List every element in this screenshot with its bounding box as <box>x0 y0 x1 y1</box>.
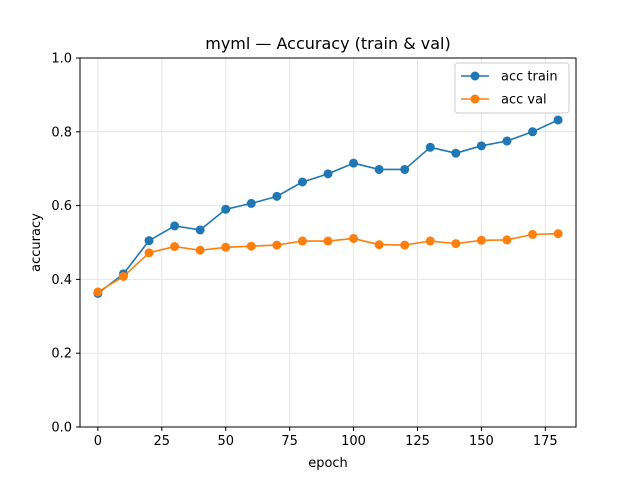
y-axis-label: accuracy <box>29 213 44 272</box>
axes-ticks: 0 25 50 75 100 125 150 175 0.0 0.2 0.4 0.6 0.8 1.0 <box>51 52 557 450</box>
data-point <box>374 164 384 174</box>
series-acc-train <box>93 115 563 298</box>
data-point <box>451 148 461 158</box>
data-point <box>528 127 538 137</box>
legend-label: acc train <box>501 70 558 85</box>
data-point <box>502 136 512 146</box>
data-point <box>323 236 333 246</box>
data-point <box>323 169 333 179</box>
data-point <box>451 239 461 249</box>
y-tick-label: 0.0 <box>51 421 72 436</box>
data-point <box>297 177 307 187</box>
data-point <box>170 242 180 252</box>
y-tick-label: 0.4 <box>51 273 72 288</box>
x-tick-label: 75 <box>281 434 298 449</box>
data-point <box>93 287 103 297</box>
data-point <box>400 164 410 174</box>
legend-label: acc val <box>501 93 547 108</box>
data-point <box>374 240 384 250</box>
x-tick-label: 50 <box>217 434 234 449</box>
legend-item: acc val <box>461 93 547 108</box>
y-tick-label: 0.6 <box>51 199 72 214</box>
data-point <box>246 198 256 208</box>
data-point <box>195 245 205 255</box>
data-point <box>553 229 563 239</box>
data-point <box>221 242 231 252</box>
x-tick-label: 175 <box>533 434 558 449</box>
data-point <box>144 236 154 246</box>
data-point <box>221 204 231 214</box>
data-point <box>349 158 359 168</box>
series-layer <box>93 115 563 298</box>
data-point <box>144 248 154 258</box>
plot-frame <box>79 57 577 428</box>
y-tick-label: 1.0 <box>51 52 72 67</box>
data-point <box>528 229 538 239</box>
x-tick-label: 100 <box>341 434 366 449</box>
data-point <box>170 221 180 231</box>
x-tick-label: 0 <box>94 434 102 449</box>
data-point <box>349 233 359 243</box>
data-point <box>476 235 486 245</box>
series-acc-val <box>93 229 563 297</box>
y-tick-label: 0.8 <box>51 125 72 140</box>
chart-title: myml — Accuracy (train & val) <box>205 34 450 53</box>
legend: acc train acc val <box>454 62 570 114</box>
data-point <box>246 241 256 251</box>
data-point <box>272 240 282 250</box>
x-tick-label: 25 <box>154 434 171 449</box>
x-tick-label: 150 <box>469 434 494 449</box>
legend-marker <box>470 94 480 104</box>
data-point <box>425 236 435 246</box>
y-tick-label: 0.2 <box>51 347 72 362</box>
legend-marker <box>470 71 480 81</box>
data-point <box>553 115 563 125</box>
data-point <box>272 191 282 201</box>
legend-item: acc train <box>461 70 558 85</box>
data-point <box>400 240 410 250</box>
data-point <box>297 236 307 246</box>
x-axis-label: epoch <box>308 456 348 471</box>
data-point <box>425 142 435 152</box>
x-tick-label: 125 <box>405 434 430 449</box>
data-point <box>476 141 486 151</box>
data-point <box>118 271 128 281</box>
data-point <box>195 225 205 235</box>
data-point <box>502 235 512 245</box>
